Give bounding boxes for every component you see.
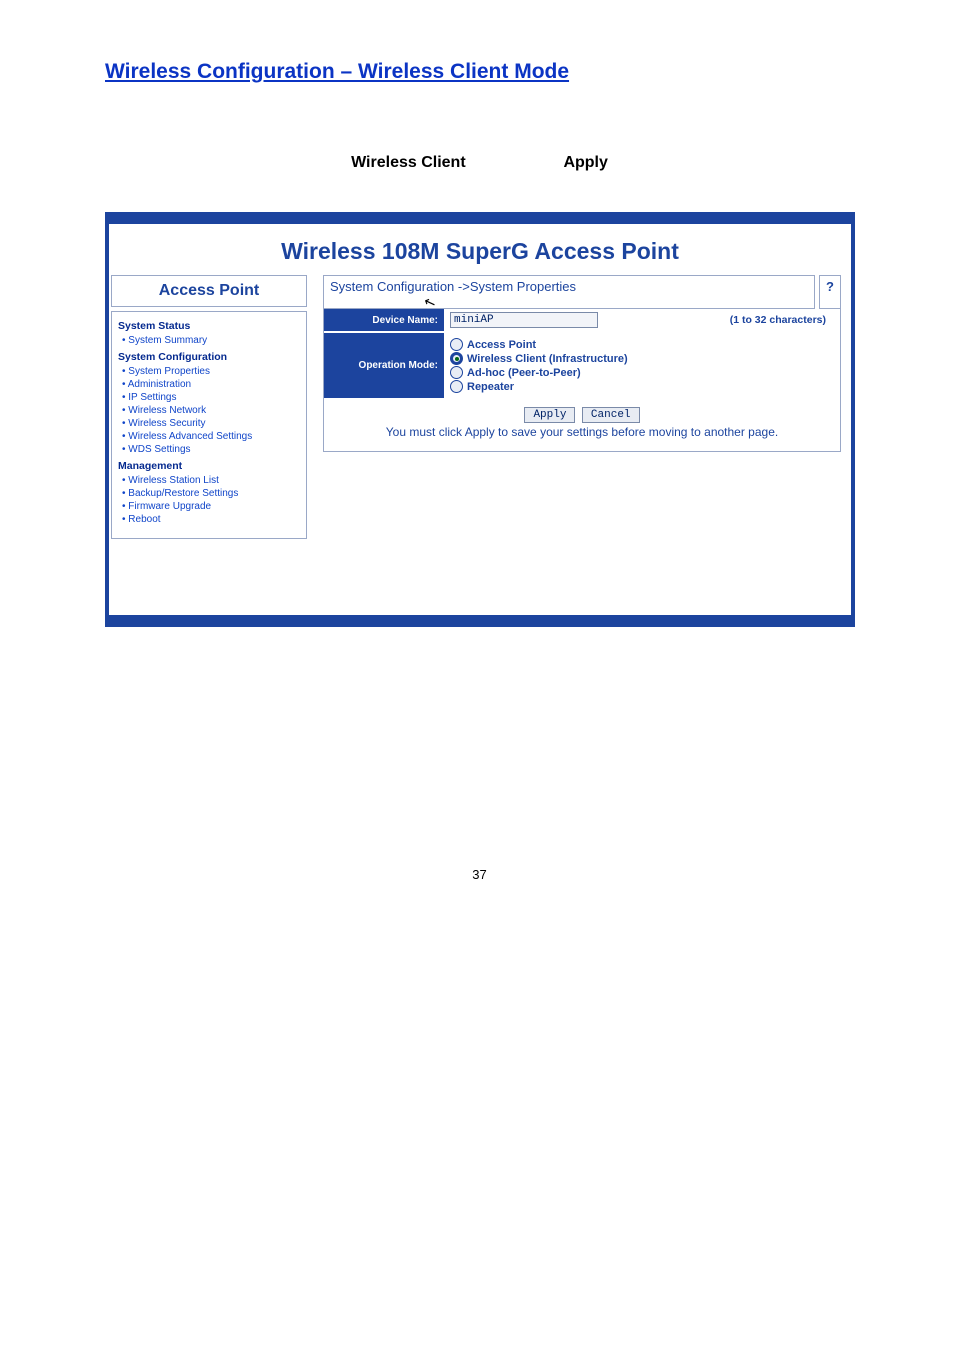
radio-label: Access Point xyxy=(467,339,536,351)
help-button[interactable]: ? xyxy=(819,275,841,309)
section-title: Wireless Configuration – Wireless Client… xyxy=(105,60,854,84)
char-hint: (1 to 32 characters) xyxy=(730,314,826,326)
app-header: Wireless 108M SuperG Access Point xyxy=(109,224,851,275)
sidebar-item-system-properties[interactable]: System Properties xyxy=(122,365,300,378)
main-panel: System Configuration ->System Properties… xyxy=(309,275,851,615)
group-system-configuration: System Configuration xyxy=(118,351,300,363)
apply-button[interactable]: Apply xyxy=(524,407,575,423)
group-system-status: System Status xyxy=(118,320,300,332)
radio-label: Ad-hoc (Peer-to-Peer) xyxy=(467,367,581,379)
device-name-label: Device Name: xyxy=(324,309,444,331)
sidebar: Access Point System Status System Summar… xyxy=(109,275,309,615)
sidebar-item-wds-settings[interactable]: WDS Settings xyxy=(122,443,300,456)
sidebar-item-wireless-advanced[interactable]: Wireless Advanced Settings xyxy=(122,430,300,443)
breadcrumb-text: System Configuration ->System Properties xyxy=(330,279,576,294)
instruction-text: Wireless Client Apply xyxy=(105,154,854,172)
save-note: You must click Apply to save your settin… xyxy=(324,425,840,443)
sidebar-nav: System Status System Summary System Conf… xyxy=(111,311,307,539)
radio-wireless-client[interactable]: Wireless Client (Infrastructure) xyxy=(450,352,628,365)
instruction-bold-1: Wireless Client xyxy=(351,154,466,171)
sidebar-item-wireless-network[interactable]: Wireless Network xyxy=(122,404,300,417)
radio-icon xyxy=(450,338,463,351)
radio-icon xyxy=(450,380,463,393)
device-name-input[interactable] xyxy=(450,312,598,328)
radio-label: Repeater xyxy=(467,381,514,393)
operation-mode-label: Operation Mode: xyxy=(324,333,444,398)
radio-label: Wireless Client (Infrastructure) xyxy=(467,353,628,365)
page-number: 37 xyxy=(105,867,854,882)
sidebar-item-administration[interactable]: Administration xyxy=(122,378,300,391)
instruction-bold-2: Apply xyxy=(563,154,607,171)
sidebar-item-wireless-security[interactable]: Wireless Security xyxy=(122,417,300,430)
cancel-button[interactable]: Cancel xyxy=(582,407,640,423)
radio-repeater[interactable]: Repeater xyxy=(450,380,628,393)
sidebar-item-ip-settings[interactable]: IP Settings xyxy=(122,391,300,404)
breadcrumb: System Configuration ->System Properties… xyxy=(323,275,815,309)
radio-access-point[interactable]: Access Point xyxy=(450,338,628,351)
sidebar-item-system-summary[interactable]: System Summary xyxy=(122,334,300,347)
radio-icon xyxy=(450,366,463,379)
group-management: Management xyxy=(118,460,300,472)
sidebar-item-firmware-upgrade[interactable]: Firmware Upgrade xyxy=(122,500,300,513)
screenshot-frame: Wireless 108M SuperG Access Point Access… xyxy=(105,212,855,627)
radio-icon xyxy=(450,352,463,365)
radio-adhoc[interactable]: Ad-hoc (Peer-to-Peer) xyxy=(450,366,628,379)
form-panel: Device Name: (1 to 32 characters) Operat… xyxy=(323,309,841,452)
sidebar-item-station-list[interactable]: Wireless Station List xyxy=(122,474,300,487)
sidebar-item-backup-restore[interactable]: Backup/Restore Settings xyxy=(122,487,300,500)
sidebar-item-reboot[interactable]: Reboot xyxy=(122,513,300,526)
sidebar-logo-title: Access Point xyxy=(111,275,307,307)
